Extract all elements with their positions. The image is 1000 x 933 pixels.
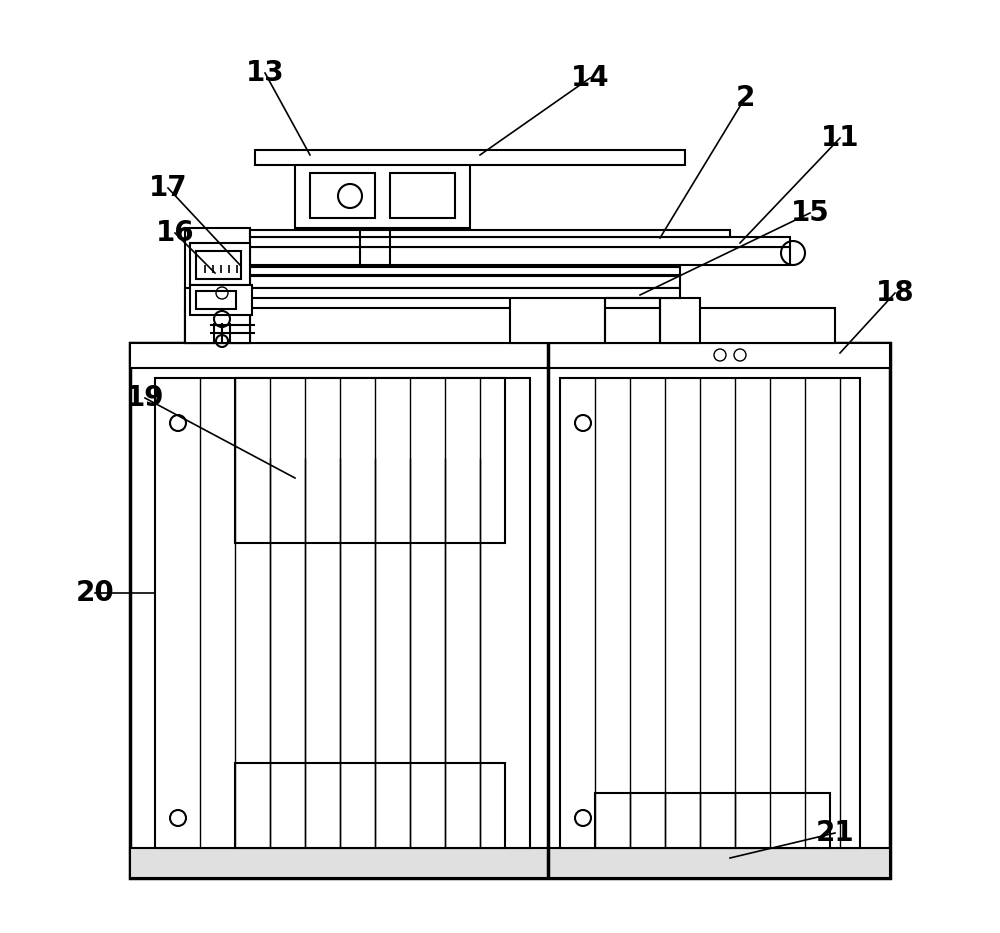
Bar bbox=[595, 793, 830, 848]
Bar bbox=[190, 243, 250, 285]
Text: 2: 2 bbox=[735, 84, 755, 112]
Bar bbox=[235, 378, 505, 543]
Bar bbox=[130, 343, 890, 878]
Bar bbox=[255, 150, 685, 165]
Bar bbox=[310, 173, 375, 218]
Bar bbox=[185, 288, 250, 343]
Bar bbox=[250, 247, 790, 265]
Bar bbox=[185, 228, 250, 343]
Text: 17: 17 bbox=[149, 174, 187, 202]
Bar bbox=[250, 230, 730, 237]
Text: 21: 21 bbox=[816, 819, 854, 847]
Bar bbox=[660, 298, 700, 343]
Bar bbox=[185, 308, 835, 343]
Bar bbox=[130, 343, 890, 368]
Bar bbox=[295, 163, 470, 228]
Bar bbox=[235, 763, 505, 848]
Text: 19: 19 bbox=[126, 384, 164, 412]
Bar bbox=[390, 173, 455, 218]
Text: 18: 18 bbox=[876, 279, 914, 307]
Text: 16: 16 bbox=[156, 219, 194, 247]
Text: 11: 11 bbox=[821, 124, 859, 152]
Bar bbox=[196, 291, 236, 309]
Bar bbox=[250, 237, 790, 247]
Bar bbox=[250, 267, 680, 275]
Bar bbox=[250, 288, 680, 298]
Text: 20: 20 bbox=[76, 579, 114, 607]
Bar bbox=[560, 378, 860, 848]
Bar bbox=[250, 276, 680, 288]
Text: 14: 14 bbox=[571, 64, 609, 92]
Bar bbox=[130, 848, 890, 878]
Text: 13: 13 bbox=[246, 59, 284, 87]
Bar bbox=[510, 273, 605, 343]
Bar bbox=[155, 378, 530, 848]
Bar bbox=[190, 285, 252, 315]
Bar bbox=[196, 251, 241, 279]
Text: 15: 15 bbox=[791, 199, 829, 227]
